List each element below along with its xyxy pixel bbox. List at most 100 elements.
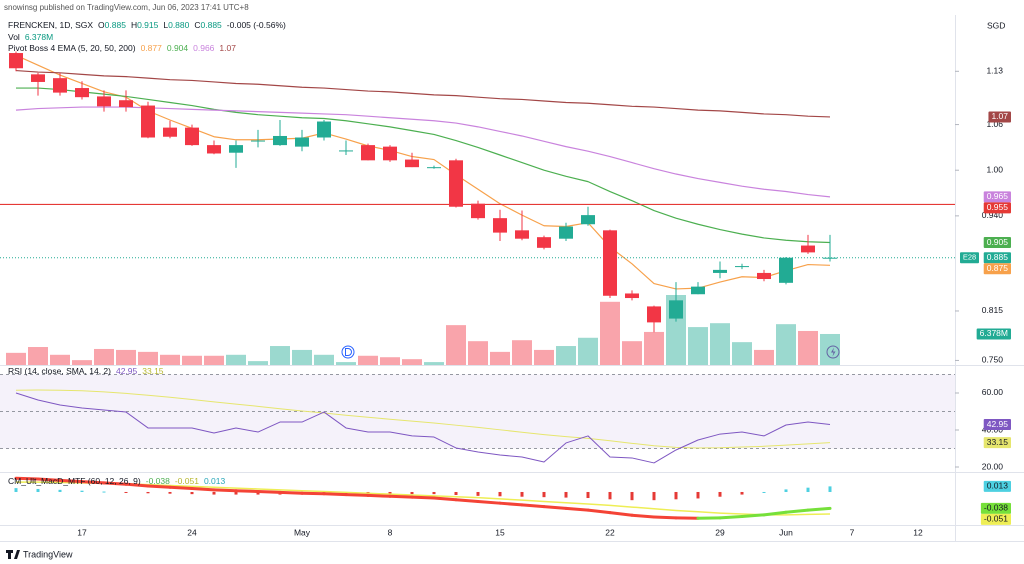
candle-body (691, 286, 705, 295)
legend-item: Pivot Boss 4 EMA (5, 20, 50, 200) (8, 43, 136, 53)
legend-item: FRENCKEN, 1D, SGX (8, 20, 93, 30)
legend-item: 0.885 (201, 20, 223, 30)
price-tag: 33.15 (987, 437, 1009, 447)
volume-bar (776, 324, 796, 365)
y-tick-label: 0.815 (982, 305, 1004, 315)
candle-body (603, 230, 617, 296)
x-tick-label: 24 (187, 527, 197, 537)
legend-item: CM_Ult_MacD_MTF (60, 12, 26, 9) (8, 476, 141, 486)
volume-bar (270, 346, 290, 365)
legend-item: Vol (8, 32, 20, 42)
candle-body (31, 74, 45, 82)
candle-body (757, 272, 771, 280)
histogram-bar (80, 490, 84, 492)
candle-body (515, 230, 529, 239)
volume-bar (380, 357, 400, 365)
x-tick-label: 22 (605, 527, 615, 537)
macd-segment (630, 513, 656, 519)
macd-segment (564, 506, 590, 512)
volume-bar (468, 341, 488, 365)
candle-body (449, 160, 463, 207)
legend-item: L (163, 20, 168, 30)
macd-segment (608, 511, 634, 517)
histogram-bar (36, 488, 40, 492)
candle-body (625, 293, 639, 299)
pane-legend: CM_Ult_MacD_MTF (60, 12, 26, 9) -0.038 -0.… (8, 476, 225, 486)
price-tag-bg (983, 480, 1011, 492)
price-tag: -0.038 (984, 503, 1008, 513)
histogram-bar (608, 491, 612, 500)
legend-item: 0.877 (141, 43, 163, 53)
ema-line (16, 87, 831, 244)
volume-bar (248, 361, 268, 365)
legend-item: 6.378M (25, 32, 53, 42)
x-tick-label: 12 (913, 527, 923, 537)
price-tag: 0.013 (987, 481, 1009, 491)
macd-segment (322, 492, 348, 497)
x-tick-label: 8 (388, 527, 393, 537)
indicator-line (15, 392, 831, 464)
histogram-bar (696, 491, 700, 499)
legend-item: 0.880 (168, 20, 190, 30)
price-tag: 0.885 (987, 252, 1009, 262)
candle-body (295, 137, 309, 147)
candle-body (581, 215, 595, 225)
candle-body (97, 96, 111, 107)
candle-body (229, 145, 243, 153)
macd-segment (718, 515, 744, 520)
macd-segment (102, 481, 128, 486)
y-tick-label: 0.750 (982, 355, 1004, 365)
macd-segment (740, 513, 766, 519)
macd-segment (14, 476, 40, 481)
price-tag-bg (983, 419, 1011, 431)
histogram-bar (740, 491, 744, 495)
volume-bar (754, 349, 774, 365)
candle-body (405, 159, 419, 168)
histogram-bar (806, 487, 810, 492)
histogram-bar (190, 491, 194, 495)
price-tag-bg (983, 252, 1011, 264)
candle-body (647, 306, 661, 323)
macd-segment (762, 510, 788, 517)
histogram-bar (674, 491, 678, 500)
legend-item: -0.038 (146, 476, 170, 486)
macd-segment (278, 490, 304, 495)
x-tick-label: 15 (495, 527, 505, 537)
volume-bar (50, 354, 70, 365)
macd-segment (256, 490, 282, 494)
volume-bar (292, 349, 312, 365)
volume-bar (6, 352, 26, 365)
legend-item: 33.15 (142, 366, 164, 376)
histogram-bar (256, 491, 260, 495)
volume-bar (644, 331, 664, 365)
volume-bar (622, 341, 642, 365)
legend-item: 42.95 (116, 366, 138, 376)
tradingview-logo (6, 550, 20, 559)
price-tag: 0.965 (987, 191, 1009, 201)
macd-segment (146, 484, 172, 489)
volume-bar (226, 354, 246, 365)
candle-body (823, 257, 837, 259)
volume-bar (116, 349, 136, 365)
histogram-bar (476, 491, 480, 496)
price-tag: 0.875 (987, 263, 1009, 273)
indicator-line (15, 389, 831, 449)
price-tag-bg (983, 202, 1011, 214)
histogram-bar (586, 491, 590, 499)
candle-body (53, 78, 67, 93)
x-tick-label: Jun (779, 527, 793, 537)
y-tick-label: 1.13 (986, 66, 1003, 76)
earnings-icon (826, 345, 840, 359)
publisher: snowinsg published on TradingView.com, J… (4, 3, 249, 12)
histogram-bar (454, 491, 458, 495)
histogram-bar (762, 491, 766, 493)
candle-body (383, 146, 397, 161)
candle-body (119, 100, 133, 108)
histogram-bar (630, 491, 634, 501)
candle-body (471, 203, 485, 219)
legend-item: C (194, 20, 200, 30)
histogram-bar (432, 491, 436, 495)
y-tick-label: 1.06 (986, 119, 1003, 129)
price-tag: 1.07 (991, 111, 1008, 121)
candle-body (493, 218, 507, 233)
